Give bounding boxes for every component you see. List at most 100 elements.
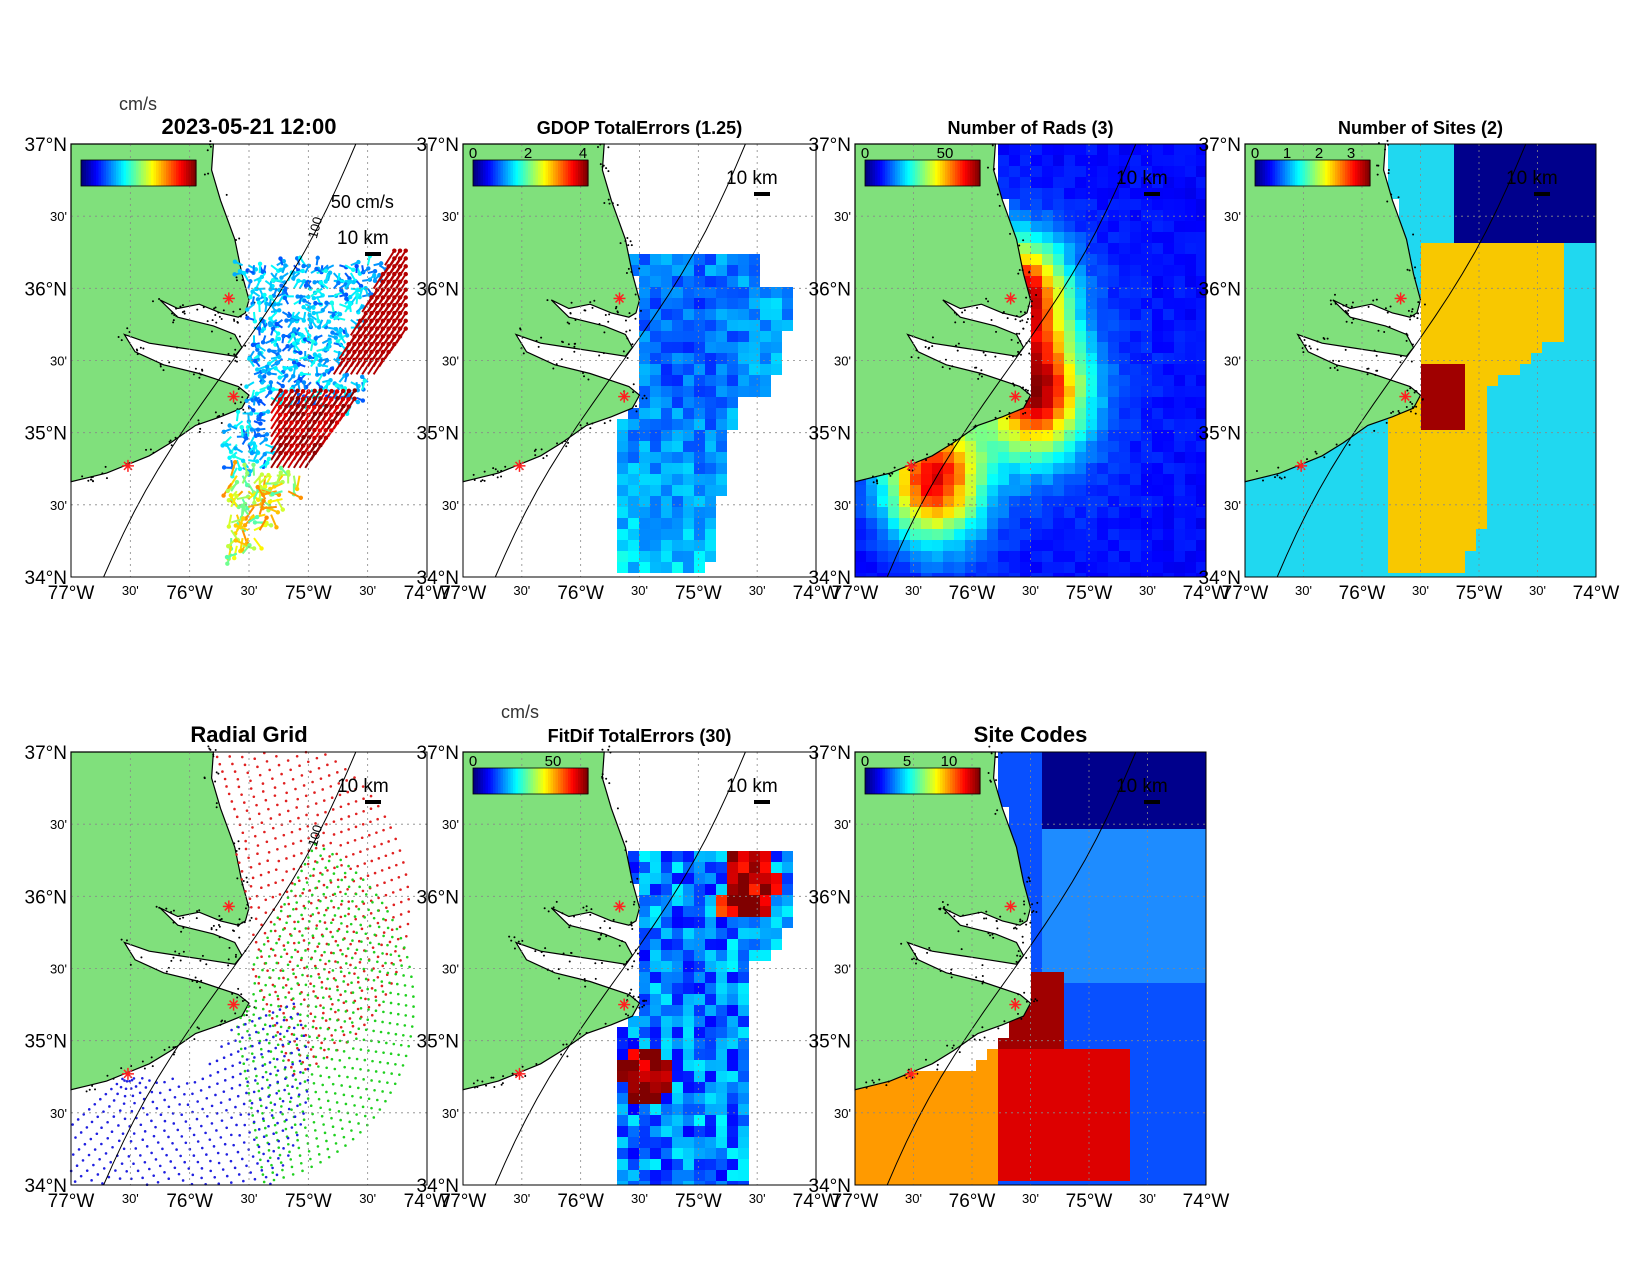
grid-cell bbox=[943, 441, 954, 452]
vector-head bbox=[256, 416, 261, 422]
grid-cell bbox=[661, 485, 672, 496]
grid-cell bbox=[943, 562, 954, 573]
grid-cell bbox=[1454, 232, 1465, 243]
coast-dot bbox=[908, 469, 911, 472]
grid-cell bbox=[1020, 529, 1031, 540]
grid-cell bbox=[661, 430, 672, 441]
grid-cell bbox=[1377, 452, 1388, 463]
vector-head bbox=[375, 303, 380, 308]
grid-cell bbox=[1086, 507, 1097, 518]
grid-cell bbox=[1509, 452, 1520, 463]
coast-dot bbox=[1406, 334, 1409, 337]
grid-cell bbox=[1196, 507, 1206, 518]
grid-cell bbox=[1020, 518, 1031, 529]
coast-dot bbox=[1335, 365, 1338, 368]
vector-head bbox=[283, 389, 288, 394]
grid-cell bbox=[672, 562, 683, 573]
colorbar-swatch bbox=[1282, 160, 1286, 186]
grid-cell bbox=[910, 573, 921, 577]
radial-point bbox=[241, 831, 245, 835]
grid-cell bbox=[1542, 221, 1553, 232]
grid-cell bbox=[1388, 155, 1399, 166]
grid-cell bbox=[1421, 529, 1432, 540]
grid-cell bbox=[1064, 441, 1075, 452]
coast-dot bbox=[1387, 168, 1390, 171]
vector-head bbox=[352, 342, 357, 347]
grid-cell bbox=[1344, 562, 1355, 573]
grid-cell bbox=[1108, 474, 1119, 485]
coast-dot bbox=[1405, 406, 1408, 409]
grid-cell bbox=[1020, 474, 1031, 485]
radial-point bbox=[369, 820, 372, 824]
grid-cell bbox=[1487, 386, 1498, 397]
grid-cell bbox=[1075, 320, 1086, 331]
grid-cell bbox=[998, 540, 1009, 551]
grid-cell bbox=[1185, 265, 1196, 276]
grid-cell bbox=[1119, 221, 1130, 232]
vector-head bbox=[347, 300, 352, 306]
vector-head bbox=[392, 279, 397, 285]
grid-cell bbox=[1152, 507, 1163, 518]
coast-dot bbox=[1344, 310, 1347, 313]
grid-cell bbox=[1333, 562, 1344, 573]
grid-cell bbox=[1075, 452, 1086, 463]
grid-cell bbox=[1174, 188, 1185, 199]
vector-head bbox=[226, 498, 232, 503]
grid-cell bbox=[639, 430, 650, 441]
grid-cell bbox=[1097, 408, 1108, 419]
radial-point bbox=[307, 927, 310, 930]
coast-dot bbox=[911, 459, 914, 462]
radial-point bbox=[309, 770, 312, 774]
vector-head bbox=[289, 427, 294, 433]
grid-cell bbox=[1042, 507, 1053, 518]
grid-cell bbox=[1520, 507, 1531, 518]
grid-cell bbox=[1108, 188, 1119, 199]
colorbar-swatch bbox=[96, 160, 100, 186]
grid-cell bbox=[954, 485, 965, 496]
coast-dot bbox=[974, 424, 977, 427]
grid-cell bbox=[1476, 155, 1487, 166]
grid-cell bbox=[1108, 265, 1119, 276]
grid-cell bbox=[1520, 397, 1531, 408]
grid-cell bbox=[1520, 320, 1531, 331]
grid-cell bbox=[1575, 430, 1586, 441]
grid-cell bbox=[1141, 430, 1152, 441]
current-vector bbox=[262, 490, 278, 496]
grid-cell bbox=[1586, 386, 1596, 397]
grid-cell bbox=[1174, 463, 1185, 474]
grid-cell bbox=[1454, 276, 1465, 287]
grid-cell bbox=[1097, 353, 1108, 364]
grid-cell bbox=[1564, 540, 1575, 551]
vector-head bbox=[268, 523, 274, 528]
grid-cell bbox=[1443, 430, 1454, 441]
grid-cell bbox=[1454, 496, 1465, 507]
grid-cell bbox=[1086, 518, 1097, 529]
coast-dot bbox=[235, 276, 238, 279]
grid-cell bbox=[976, 573, 987, 577]
grid-cell bbox=[1174, 419, 1185, 430]
grid-cell bbox=[1031, 188, 1042, 199]
lon-label: 30' bbox=[1412, 583, 1429, 598]
grid-cell bbox=[1163, 166, 1174, 177]
vector-head bbox=[318, 443, 323, 448]
grid-cell bbox=[1185, 441, 1196, 452]
panel-title: GDOP TotalErrors (1.25) bbox=[537, 118, 742, 138]
grid-cell bbox=[672, 463, 683, 474]
colorbar-swatch bbox=[570, 160, 574, 186]
colorbar-swatch bbox=[101, 160, 105, 186]
coast-dot bbox=[234, 955, 237, 958]
grid-cell bbox=[1509, 221, 1520, 232]
coast-dot bbox=[1350, 305, 1353, 308]
grid-cell bbox=[1465, 452, 1476, 463]
grid-cell bbox=[1465, 386, 1476, 397]
grid-cell bbox=[1377, 419, 1388, 430]
colorbar-swatch bbox=[545, 160, 549, 186]
vector-head bbox=[254, 514, 260, 520]
vector-head bbox=[280, 383, 285, 389]
grid-cell bbox=[1119, 562, 1130, 573]
coast-dot bbox=[235, 279, 238, 282]
vector-head bbox=[300, 396, 306, 402]
grid-cell bbox=[1042, 309, 1053, 320]
grid-cell bbox=[1399, 562, 1410, 573]
grid-cell bbox=[1152, 221, 1163, 232]
